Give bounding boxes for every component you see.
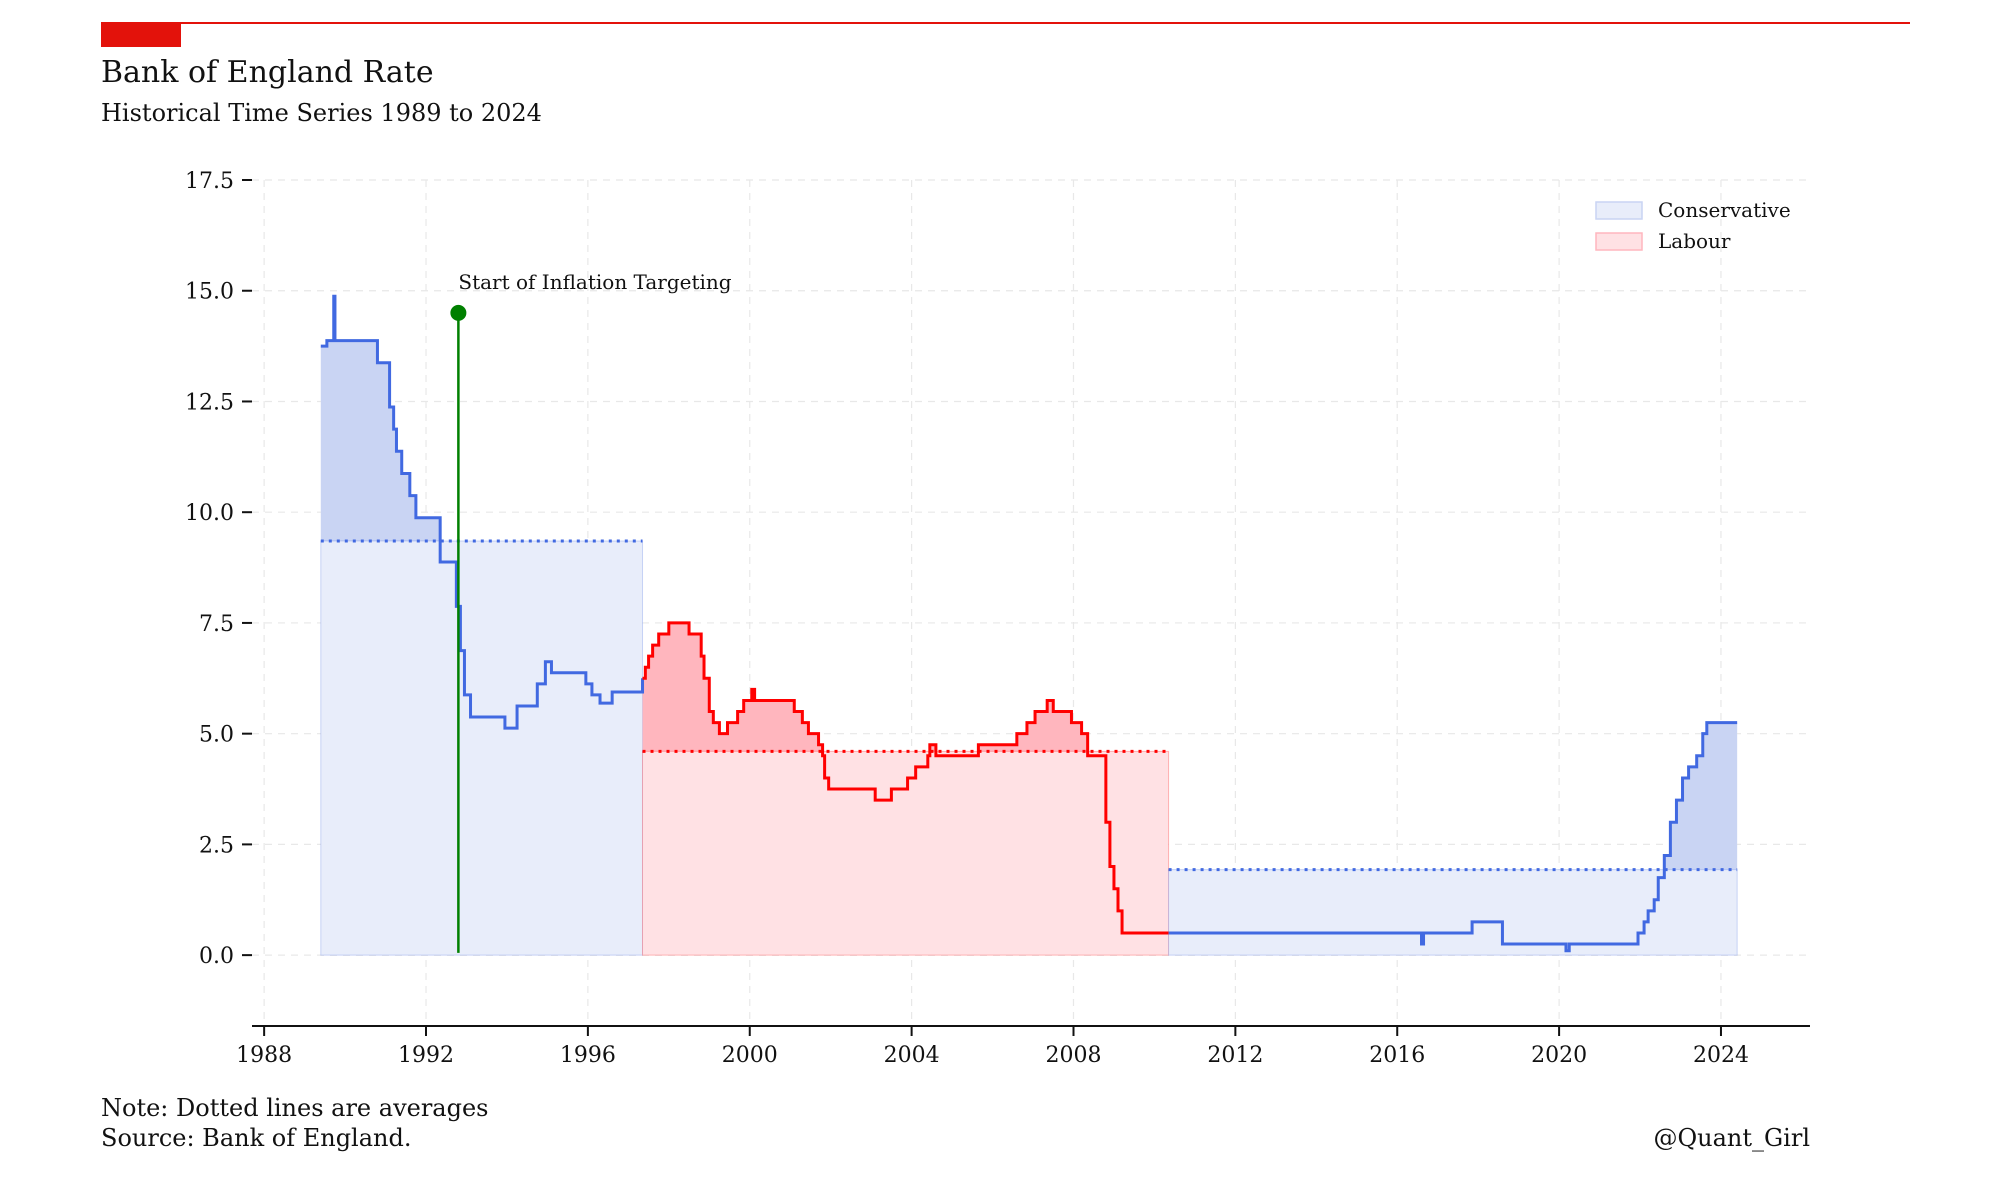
y-tick-label: 15.0 bbox=[185, 280, 234, 305]
x-tick-label: 2020 bbox=[1531, 1043, 1587, 1068]
series-line-0 bbox=[320, 294, 645, 730]
legend-label-conservative: Conservative bbox=[1658, 198, 1791, 222]
avg-region-1 bbox=[642, 750, 1170, 956]
avg-region-2 bbox=[1168, 869, 1738, 956]
brand-accent-bar bbox=[101, 23, 181, 47]
x-tick-label: 2016 bbox=[1369, 1043, 1425, 1068]
annotation-label: Start of Inflation Targeting bbox=[458, 270, 731, 294]
avg-region-0 bbox=[320, 540, 644, 956]
source-text: Source: Bank of England. bbox=[101, 1124, 412, 1152]
annotation-point bbox=[450, 304, 467, 321]
series-line-1 bbox=[642, 621, 1169, 935]
credit-text: @Quant_Girl bbox=[1653, 1124, 1810, 1152]
y-tick-label: 12.5 bbox=[185, 390, 234, 415]
series-line-2 bbox=[1168, 721, 1738, 953]
chart-title: Bank of England Rate bbox=[101, 55, 434, 90]
area-fills bbox=[320, 296, 1738, 956]
x-tick-label: 2000 bbox=[722, 1043, 778, 1068]
legend-label-labour: Labour bbox=[1658, 229, 1731, 253]
y-tick-label: 5.0 bbox=[199, 723, 234, 748]
y-tick-label: 17.5 bbox=[185, 169, 234, 194]
annotation-layer: Start of Inflation Targeting bbox=[450, 270, 732, 953]
y-tick-label: 7.5 bbox=[199, 612, 234, 637]
x-tick-label: 2012 bbox=[1207, 1043, 1263, 1068]
legend-swatch-labour bbox=[1595, 232, 1643, 251]
legend-swatch-conservative bbox=[1595, 201, 1643, 220]
axes: 0.0 2.5 5.0 7.5 10.0 12.5 15.0 17.5 1988 1992 1996… bbox=[185, 169, 1810, 1068]
note-text: Note: Dotted lines are averages bbox=[101, 1094, 489, 1122]
chart-subtitle: Historical Time Series 1989 to 2024 bbox=[101, 99, 542, 127]
series-lines bbox=[320, 294, 1738, 953]
x-tick-label: 1992 bbox=[398, 1043, 454, 1068]
y-tick-label: 0.0 bbox=[199, 944, 234, 969]
legend: Conservative Labour bbox=[1595, 198, 1791, 253]
average-lines bbox=[320, 539, 1738, 872]
x-tick-label: 2008 bbox=[1045, 1043, 1101, 1068]
x-tick-label: 2004 bbox=[884, 1043, 940, 1068]
x-tick-label: 1996 bbox=[560, 1043, 616, 1068]
y-tick-label: 10.0 bbox=[185, 501, 234, 526]
x-tick-label: 2024 bbox=[1693, 1043, 1749, 1068]
y-tick-label: 2.5 bbox=[199, 833, 234, 858]
x-tick-label: 1988 bbox=[236, 1043, 292, 1068]
